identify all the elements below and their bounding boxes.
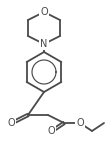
- Text: O: O: [76, 118, 84, 128]
- Text: N: N: [40, 39, 48, 49]
- Text: O: O: [47, 126, 55, 136]
- Text: N: N: [40, 39, 48, 49]
- Text: O: O: [7, 118, 15, 128]
- Text: O: O: [40, 7, 48, 17]
